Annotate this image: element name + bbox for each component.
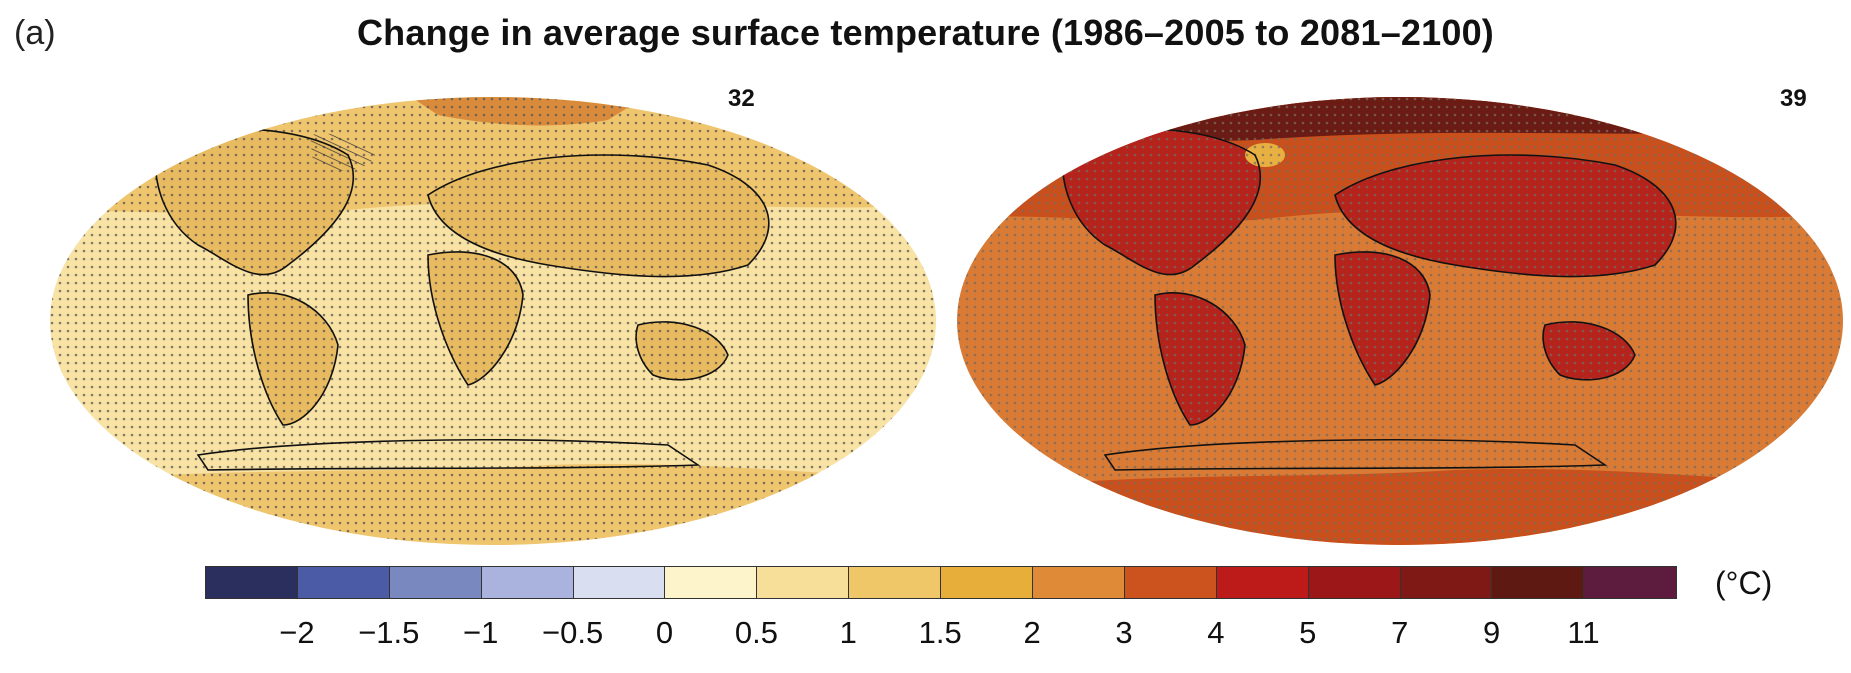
legend-swatch (481, 567, 574, 598)
color-scale-bar (205, 566, 1678, 599)
legend-swatch (1124, 567, 1217, 598)
legend-tick-label: 1 (839, 615, 857, 650)
legend-swatch (206, 567, 298, 598)
unit-label: (°C) (1715, 565, 1773, 601)
legend-tick-label: 4 (1207, 615, 1225, 650)
legend-tick-label: 3 (1115, 615, 1133, 650)
significance-stippling (50, 97, 936, 545)
legend-tick-label: −1.5 (358, 615, 420, 650)
legend-swatch (1308, 567, 1401, 598)
color-scale-ticks: −2 −1.5 −1 −0.5 0 0.5 1 1.5 2 3 4 5 7 9 11 (205, 615, 1685, 655)
map-title: Change in average surface temperature (1… (356, 12, 1494, 53)
legend-swatch (849, 567, 942, 598)
legend-tick-label: −0.5 (541, 615, 604, 650)
legend-swatch (573, 567, 666, 598)
legend-tick-label: 5 (1299, 615, 1317, 650)
legend-tick-label: 2 (1023, 615, 1041, 650)
legend-tick-label: 0 (655, 615, 674, 650)
legend-swatch (389, 567, 482, 598)
legend-tick-label: 0.5 (734, 615, 778, 650)
temperature-map-left (50, 97, 936, 545)
model-count-label: 39 (1780, 85, 1807, 112)
legend-swatch (665, 567, 758, 598)
legend-swatch (297, 567, 390, 598)
legend-tick-label: 7 (1391, 615, 1409, 650)
legend-swatch (1584, 567, 1677, 598)
legend-swatch (1033, 567, 1125, 598)
map-panel-right: 39 (955, 85, 1845, 547)
significance-stippling (957, 97, 1843, 545)
legend-swatch (1216, 567, 1309, 598)
legend-tick-label: 1.5 (918, 615, 962, 650)
legend-swatch (757, 567, 850, 598)
legend-swatch (1492, 567, 1585, 598)
temperature-map-right (957, 97, 1843, 545)
legend-tick-label: 9 (1482, 615, 1501, 650)
coastlines (1061, 127, 1677, 471)
panel-label: (a) (14, 14, 56, 52)
legend-tick-label: −2 (279, 615, 315, 650)
coastlines (154, 127, 770, 471)
model-count-label: 32 (728, 85, 755, 112)
map-panel-left: 32 (48, 85, 938, 547)
legend-tick-label: 11 (1567, 615, 1600, 650)
legend-swatch (1400, 567, 1493, 598)
legend-swatch (941, 567, 1034, 598)
legend-tick-label: −1 (463, 615, 499, 650)
